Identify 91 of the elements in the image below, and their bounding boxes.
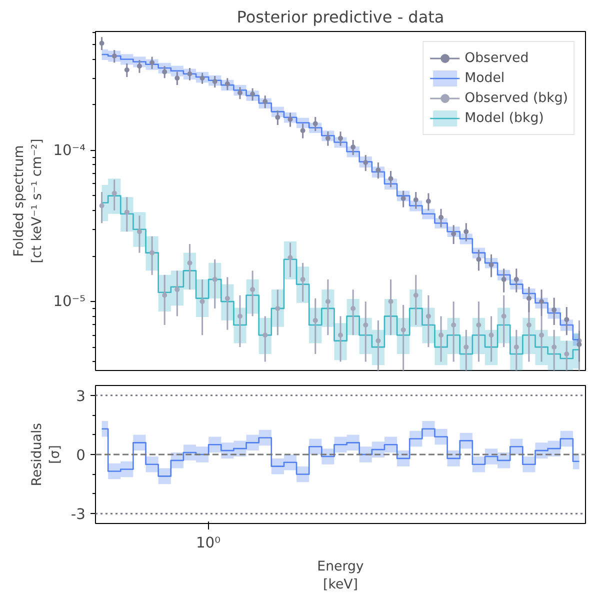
point — [112, 54, 117, 59]
legend-label: Model — [464, 70, 505, 86]
point — [99, 40, 104, 46]
point — [300, 128, 306, 134]
point — [174, 287, 180, 292]
x-axis-title: Energy [keV] — [317, 560, 364, 592]
point — [400, 327, 406, 332]
point — [413, 197, 418, 202]
point — [576, 342, 582, 347]
point — [124, 67, 130, 72]
point — [514, 276, 519, 282]
point — [150, 60, 155, 66]
point — [275, 306, 280, 311]
y-tick-label: 10⁻⁵ — [53, 293, 86, 310]
point — [514, 344, 519, 350]
point — [338, 332, 343, 338]
point — [212, 276, 218, 282]
point — [325, 299, 330, 304]
point — [564, 317, 570, 322]
point — [426, 198, 431, 204]
point — [539, 299, 544, 304]
point — [325, 136, 330, 141]
point — [275, 114, 280, 120]
y-tick-label: -3 — [70, 506, 86, 524]
legend-label: Observed — [464, 50, 529, 66]
point — [501, 314, 506, 319]
point — [400, 196, 406, 201]
point — [388, 299, 394, 304]
point — [136, 64, 142, 69]
point — [237, 90, 242, 96]
point — [162, 292, 168, 298]
legend-label: Model (bkg) — [464, 110, 544, 126]
y-tick-label: 0 — [76, 447, 86, 464]
point — [451, 231, 456, 236]
point — [539, 332, 544, 338]
point — [526, 296, 532, 301]
point — [174, 76, 180, 81]
point — [224, 81, 230, 86]
point — [312, 318, 318, 323]
point — [488, 332, 494, 338]
point — [112, 190, 117, 196]
text: 10⁰ — [196, 534, 221, 552]
point — [552, 344, 557, 350]
point — [413, 292, 418, 298]
point — [237, 314, 242, 319]
point — [388, 176, 394, 182]
y-tick-label: 3 — [76, 388, 86, 405]
chart-title: Posterior predictive - data — [236, 8, 444, 26]
point — [438, 332, 444, 338]
point — [312, 121, 318, 126]
point — [288, 255, 293, 260]
point — [187, 260, 192, 266]
point — [338, 136, 343, 141]
point — [476, 322, 482, 328]
point — [288, 116, 293, 122]
point — [488, 262, 494, 268]
point — [136, 229, 142, 234]
point — [564, 351, 570, 356]
legend-label: Observed (bkg) — [464, 90, 568, 106]
point — [99, 203, 104, 208]
point — [300, 276, 306, 282]
point — [262, 332, 268, 338]
y-tick-label: 10⁻⁴ — [53, 142, 86, 159]
point — [426, 314, 431, 319]
point — [526, 322, 532, 328]
point — [224, 296, 230, 301]
point — [124, 210, 130, 215]
y-axis-title: Residuals [σ] — [30, 422, 63, 486]
point — [350, 306, 356, 311]
point — [200, 299, 205, 304]
y-axis-title: Folded spectrum [ct keV⁻¹ s⁻¹ cm⁻²] — [12, 138, 46, 264]
point — [262, 99, 268, 104]
point — [501, 276, 506, 282]
point — [552, 307, 557, 312]
point — [451, 322, 456, 328]
point — [250, 92, 256, 97]
point — [363, 322, 368, 328]
point — [376, 168, 381, 173]
point — [464, 229, 469, 234]
point — [376, 338, 381, 344]
point — [187, 71, 192, 76]
point — [162, 69, 168, 74]
point — [350, 144, 356, 150]
point — [200, 76, 205, 81]
point — [212, 78, 218, 84]
point — [363, 160, 368, 166]
point — [464, 344, 469, 350]
point — [438, 214, 444, 220]
point — [150, 250, 155, 256]
point — [250, 287, 256, 292]
point — [476, 256, 482, 262]
